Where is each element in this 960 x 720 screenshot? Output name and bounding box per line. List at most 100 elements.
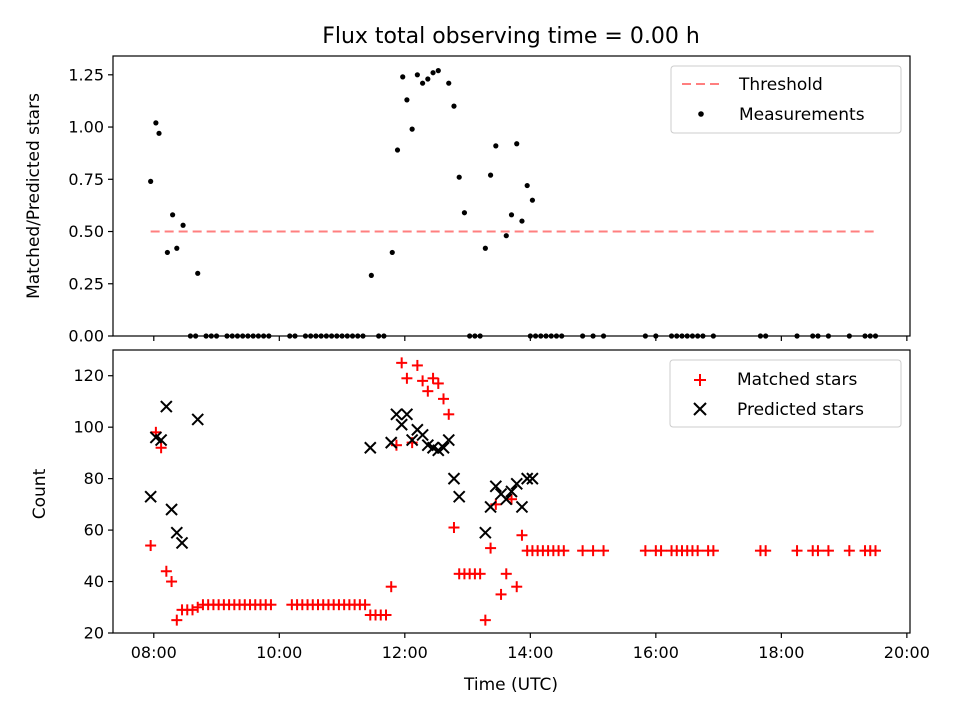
measurement-point: [170, 212, 176, 218]
measurement-point: [164, 249, 170, 256]
predicted-stars-series: [144, 400, 539, 550]
measurement-point: [195, 270, 201, 276]
matched-star-marker: [760, 545, 772, 557]
top-y-tick-label: 0.25: [68, 274, 104, 293]
legend-predicted-swatch: [693, 402, 707, 416]
matched-star-marker: [145, 540, 157, 552]
matched-star-marker: [385, 581, 397, 593]
x-tick-label: 16:00: [633, 643, 679, 662]
matched-star-marker: [500, 568, 512, 580]
measurement-point: [524, 182, 530, 189]
predicted-star-marker: [175, 536, 189, 550]
matched-star-marker: [417, 375, 429, 387]
top-y-tick-label: 0.50: [68, 222, 104, 241]
predicted-star-marker: [416, 428, 429, 442]
bottom-y-axis-label: Count: [30, 468, 50, 519]
matched-star-marker: [692, 545, 704, 557]
bottom-panel: 20 40 60 80 100 120 08:00 10:00 12:00 14:00 16:00…: [30, 349, 930, 695]
top-y-tick-label: 0.75: [68, 170, 104, 189]
matched-star-marker: [411, 359, 423, 371]
measurement-point: [435, 68, 441, 74]
predicted-star-marker: [390, 408, 403, 421]
measurement-point: [529, 197, 536, 203]
measurement-point: [180, 222, 186, 228]
measurement-point: [493, 143, 499, 149]
matched-star-marker: [639, 545, 651, 557]
predicted-star-marker: [515, 500, 529, 514]
measurement-point: [487, 172, 494, 178]
matched-star-marker: [495, 588, 507, 600]
matched-star-marker: [359, 599, 371, 611]
legend-measurements-label: Measurements: [739, 105, 865, 125]
matched-star-marker: [812, 545, 824, 557]
bottom-y-tick-label: 60: [84, 521, 104, 540]
matched-star-marker: [791, 545, 803, 557]
predicted-star-marker: [400, 408, 414, 421]
measurement-point: [400, 74, 406, 80]
matched-star-marker: [432, 377, 444, 389]
x-tick-label: 20:00: [884, 643, 930, 662]
matched-star-marker: [265, 599, 277, 611]
measurement-point: [519, 218, 525, 224]
measurement-point: [430, 70, 436, 76]
bottom-y-tick-label: 20: [84, 624, 104, 643]
bottom-y-ticks: 20 40 60 80 100 120: [73, 366, 113, 643]
measurement-point: [404, 97, 410, 103]
predicted-star-marker: [526, 472, 539, 485]
measurement-point: [156, 130, 162, 136]
predicted-star-marker: [144, 490, 157, 503]
bottom-legend: Matched stars Predicted stars: [669, 359, 902, 428]
matched-star-marker: [843, 545, 855, 557]
measurement-point: [153, 120, 159, 126]
legend-threshold-label: Threshold: [738, 75, 823, 95]
matched-star-marker: [506, 493, 517, 505]
matched-star-marker: [479, 614, 491, 626]
bottom-y-tick-label: 40: [84, 572, 104, 591]
measurement-point: [148, 178, 154, 184]
predicted-star-marker: [505, 485, 518, 498]
matched-star-marker: [707, 545, 719, 557]
matched-star-marker: [516, 529, 528, 541]
matched-star-marker: [380, 609, 392, 621]
predicted-star-marker: [489, 480, 503, 493]
predicted-star-marker: [447, 472, 461, 485]
measurement-point: [425, 76, 431, 82]
matched-star-marker: [558, 545, 570, 557]
matched-stars-series: [145, 357, 881, 626]
predicted-star-marker: [484, 500, 497, 514]
matched-star-marker: [485, 542, 497, 554]
matched-star-marker: [186, 604, 198, 616]
predicted-star-marker: [385, 436, 398, 449]
top-y-ticks: 0.00 0.25 0.50 0.75 1.00 1.25: [68, 65, 113, 346]
bottom-legend-box: [669, 359, 902, 428]
matched-star-marker: [448, 522, 460, 534]
predicted-star-marker: [452, 490, 466, 503]
top-plot-frame: [112, 55, 911, 337]
matched-star-marker: [427, 372, 439, 384]
measurement-point: [456, 174, 462, 180]
predicted-star-marker: [154, 433, 168, 447]
top-legend-box: [670, 65, 902, 134]
measurement-point: [514, 141, 520, 147]
measurement-point: [461, 210, 468, 216]
predicted-star-marker: [170, 526, 184, 539]
matched-star-marker: [396, 357, 408, 369]
measurement-point: [419, 80, 426, 86]
measurement-point: [409, 126, 415, 132]
measurement-point: [508, 212, 515, 218]
x-tick-label: 08:00: [131, 643, 177, 662]
bottom-y-tick-label: 100: [73, 418, 104, 437]
top-panel: 0.00 0.25 0.50 0.75 1.00 1.25 Matched/Predict…: [24, 55, 911, 346]
predicted-star-marker: [191, 413, 204, 426]
predicted-star-marker: [165, 503, 178, 516]
matched-star-marker: [822, 545, 834, 557]
predicted-star-marker: [395, 418, 408, 431]
matched-star-marker: [443, 408, 455, 420]
predicted-star-marker: [405, 433, 419, 447]
bottom-plot-frame: [112, 349, 911, 634]
top-y-tick-label: 1.00: [68, 118, 104, 137]
predicted-star-marker: [160, 400, 173, 413]
matched-star-marker: [474, 568, 486, 580]
matched-star-marker: [401, 372, 413, 384]
